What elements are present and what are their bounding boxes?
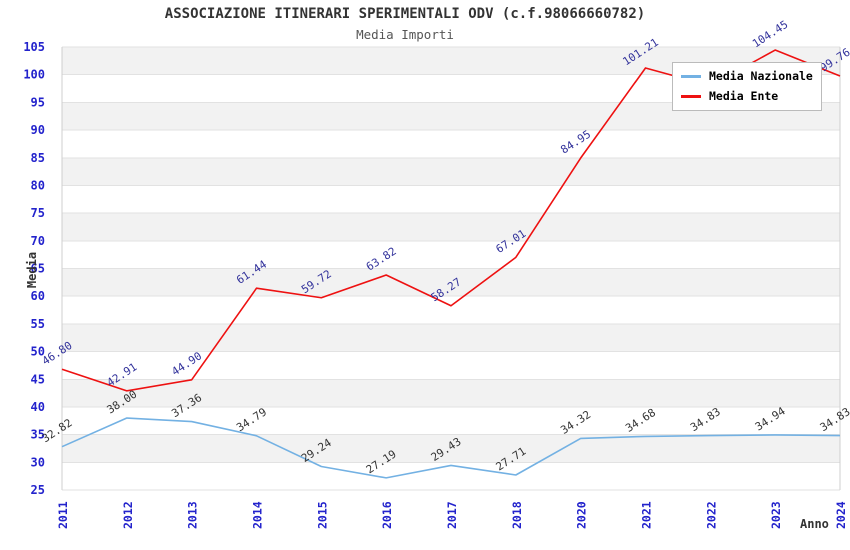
x-tick-label: 2016 xyxy=(380,501,394,529)
media-ente-line-swatch xyxy=(681,94,701,98)
legend-label-media-ente: Media Ente xyxy=(709,89,779,103)
y-tick-label: 80 xyxy=(31,178,45,192)
y-tick-label: 30 xyxy=(31,455,45,469)
data-label: 84.95 xyxy=(558,128,593,157)
y-tick-label: 60 xyxy=(31,289,45,303)
x-tick-label: 2011 xyxy=(56,501,70,529)
x-tick-label: 2024 xyxy=(834,501,848,529)
data-label: 34.68 xyxy=(623,406,658,435)
plot-band xyxy=(62,213,840,241)
legend: Media Nazionale Media Ente xyxy=(672,62,822,111)
y-tick-label: 70 xyxy=(31,234,45,248)
y-tick-label: 55 xyxy=(31,317,45,331)
legend-item-media-ente: Media Ente xyxy=(681,86,813,106)
x-tick-label: 2023 xyxy=(769,501,783,529)
data-label: 46.80 xyxy=(40,339,75,368)
plot-band xyxy=(62,379,840,407)
y-tick-label: 90 xyxy=(31,123,45,137)
x-tick-label: 2017 xyxy=(445,501,459,529)
y-tick-label: 65 xyxy=(31,262,45,276)
y-tick-label: 25 xyxy=(31,483,45,497)
y-axis-title: Media xyxy=(25,251,39,289)
y-tick-label: 75 xyxy=(31,206,45,220)
x-axis-title: Anno xyxy=(800,517,829,531)
x-tick-label: 2012 xyxy=(121,501,135,529)
x-tick-label: 2022 xyxy=(704,501,718,529)
data-label: 34.83 xyxy=(688,405,723,434)
y-tick-label: 35 xyxy=(31,428,45,442)
data-label: 34.83 xyxy=(818,405,850,434)
legend-label-media-nazionale: Media Nazionale xyxy=(709,69,813,83)
x-tick-label: 2014 xyxy=(251,501,265,529)
y-tick-label: 105 xyxy=(23,40,45,54)
plot-band xyxy=(62,157,840,186)
y-tick-label: 100 xyxy=(23,68,45,82)
y-tick-label: 95 xyxy=(31,95,45,109)
data-label: 44.90 xyxy=(169,349,204,378)
data-label: 34.32 xyxy=(558,408,593,437)
x-tick-label: 2018 xyxy=(510,501,524,529)
media-nazionale-line-swatch xyxy=(681,74,701,78)
y-tick-label: 85 xyxy=(31,151,45,165)
y-tick-label: 40 xyxy=(31,400,45,414)
chart-subtitle: Media Importi xyxy=(356,27,454,42)
legend-item-media-nazionale: Media Nazionale xyxy=(681,66,813,86)
x-tick-label: 2013 xyxy=(186,501,200,529)
plot-band xyxy=(62,323,840,352)
data-label: 34.79 xyxy=(234,405,269,434)
data-label: 34.94 xyxy=(753,404,788,433)
y-tick-label: 45 xyxy=(31,372,45,386)
plot-band xyxy=(62,434,840,463)
y-tick-label: 50 xyxy=(31,345,45,359)
x-tick-label: 2021 xyxy=(640,501,654,529)
chart-title: ASSOCIAZIONE ITINERARI SPERIMENTALI ODV … xyxy=(164,6,646,22)
media-nazionale-line xyxy=(61,417,841,479)
x-tick-label: 2020 xyxy=(575,501,589,529)
x-tick-label: 2015 xyxy=(315,501,329,529)
plot-band xyxy=(62,268,840,297)
data-label: 104.45 xyxy=(750,18,790,51)
